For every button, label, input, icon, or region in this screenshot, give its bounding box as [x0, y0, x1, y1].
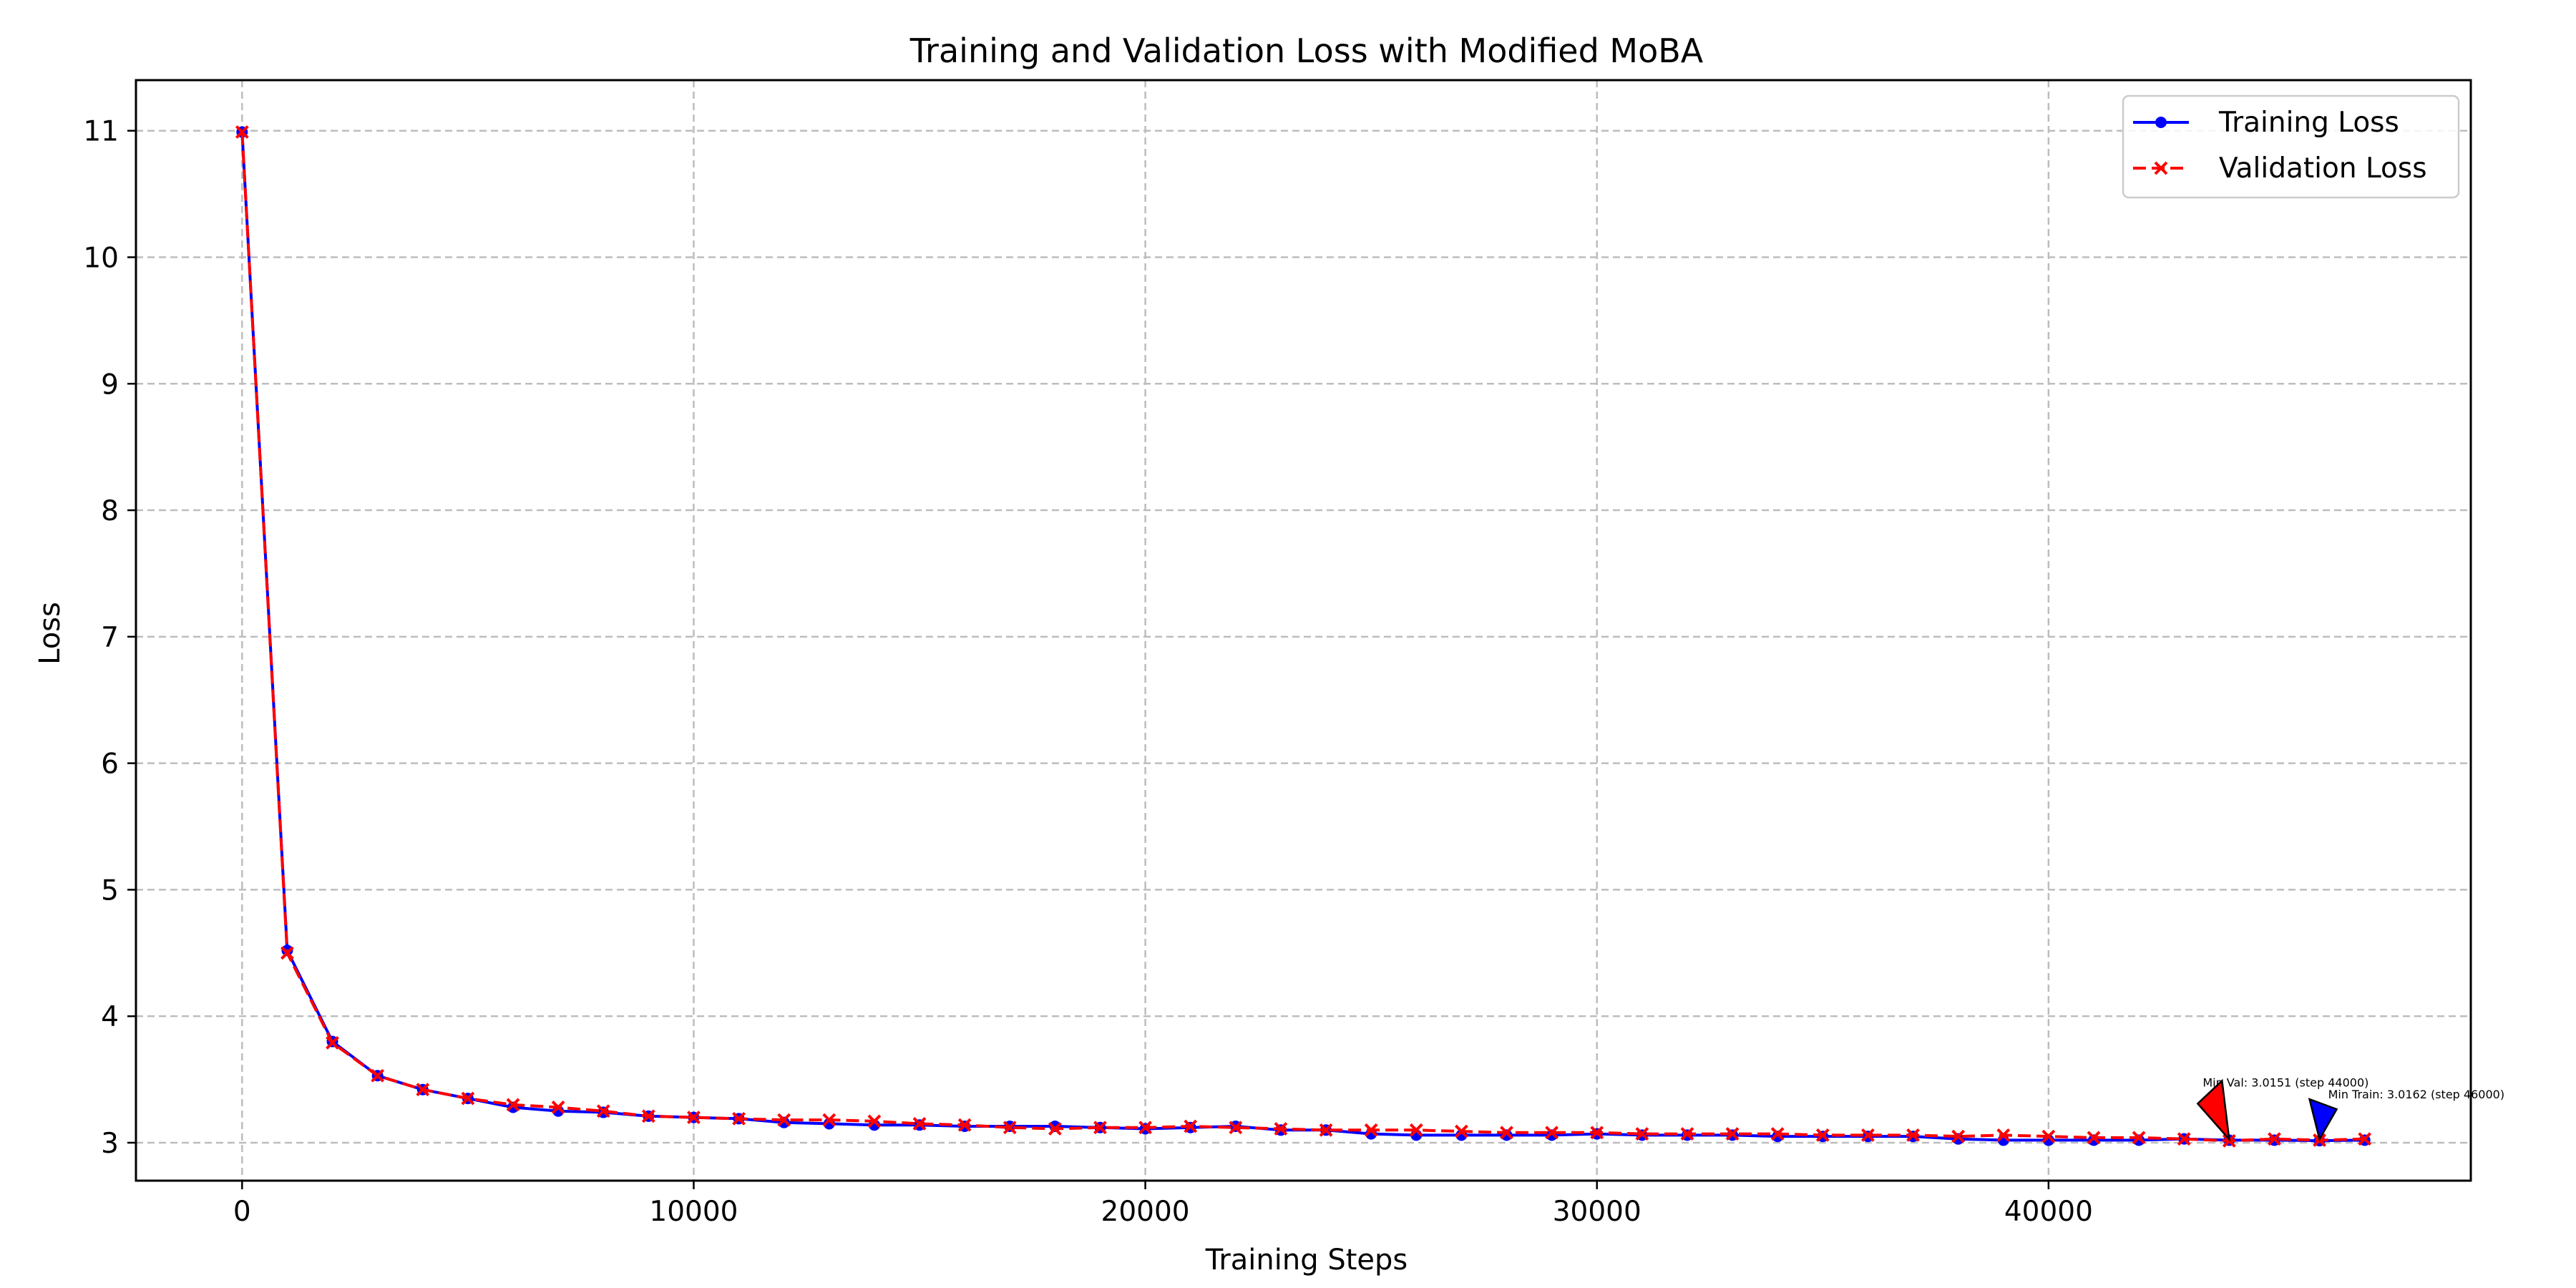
legend-validation-label: Validation Loss [2219, 152, 2427, 185]
min-val-annotation: Min Val: 3.0151 (step 44000) [2202, 1075, 2368, 1089]
annotation-layer: Min Val: 3.0151 (step 44000)Min Train: 3… [2196, 1075, 2505, 1143]
validation-loss-point [2222, 1133, 2236, 1148]
validation-loss-point [2358, 1132, 2372, 1146]
validation-loss-point [957, 1118, 972, 1132]
validation-loss-point [1545, 1126, 1559, 1140]
chart-title: Training and Validation Loss with Modifi… [909, 31, 1704, 70]
validation-loss-point [1680, 1127, 1694, 1141]
validation-loss-point [1274, 1122, 1288, 1136]
validation-loss-point [1996, 1128, 2011, 1142]
legend-validation-marker [2154, 161, 2168, 175]
validation-loss-point [1590, 1126, 1604, 1140]
y-axis-ticks: 3 4 5 6 7 8 9 10 11 [83, 116, 136, 1160]
validation-loss-point [596, 1104, 610, 1118]
y-tick-label: 7 [101, 622, 119, 654]
y-axis-label: Loss [34, 602, 67, 665]
validation-loss-point [1951, 1129, 1966, 1143]
validation-loss-point [1319, 1123, 1333, 1137]
validation-loss-point [1184, 1119, 1198, 1133]
legend-training-label: Training Loss [2218, 107, 2399, 139]
legend-box [2122, 94, 2460, 199]
validation-loss-point [1861, 1128, 1875, 1142]
validation-loss-point [461, 1091, 475, 1106]
validation-loss-point [1048, 1122, 1062, 1136]
validation-loss-point [1725, 1127, 1740, 1141]
x-tick-label: 40000 [2004, 1196, 2093, 1228]
validation-loss-point [1409, 1123, 1423, 1137]
x-tick-label: 0 [233, 1196, 251, 1228]
plot-frame [135, 79, 2472, 1182]
validation-loss-point [1454, 1124, 1468, 1138]
validation-loss-point [551, 1101, 565, 1114]
grid-lines [136, 80, 2471, 1181]
validation-loss-point [2087, 1131, 2101, 1145]
validation-loss-point [867, 1114, 882, 1128]
validation-loss-point [822, 1113, 836, 1127]
y-tick-label: 8 [101, 495, 119, 527]
validation-loss-point [1635, 1127, 1649, 1141]
validation-loss-point [777, 1113, 791, 1127]
validation-loss-point [235, 125, 249, 139]
validation-loss-point [506, 1098, 520, 1112]
y-tick-label: 10 [83, 242, 119, 274]
validation-loss-point [1002, 1121, 1017, 1135]
validation-loss-line [240, 132, 2365, 1143]
validation-loss-point [371, 1068, 385, 1083]
validation-loss-point [912, 1117, 927, 1131]
validation-loss-point [732, 1111, 746, 1126]
validation-loss-point [280, 946, 294, 960]
x-tick-label: 10000 [649, 1196, 738, 1228]
y-tick-label: 9 [101, 369, 119, 401]
x-axis-ticks: 0 10000 20000 30000 40000 [233, 1181, 2093, 1228]
validation-loss-point [1500, 1126, 1513, 1140]
validation-loss-point [1770, 1127, 1785, 1141]
validation-loss-point [687, 1111, 701, 1125]
legend: Training Loss Validation Loss [2122, 94, 2460, 199]
min-train-arrow [2308, 1098, 2338, 1142]
validation-loss-point [1138, 1121, 1153, 1135]
validation-loss-point [2041, 1129, 2056, 1143]
validation-loss-point [326, 1035, 339, 1050]
y-tick-label: 3 [101, 1128, 119, 1160]
x-axis-label: Training Steps [1205, 1244, 1407, 1277]
x-tick-label: 30000 [1553, 1196, 1641, 1228]
validation-loss-point [1364, 1123, 1378, 1137]
validation-loss-point [416, 1083, 430, 1097]
min-val-arrow [2196, 1078, 2231, 1143]
y-tick-label: 6 [101, 748, 119, 781]
min-train-annotation: Min Train: 3.0162 (step 46000) [2328, 1088, 2505, 1101]
y-tick-label: 5 [101, 874, 119, 907]
validation-loss-point [1906, 1128, 1920, 1142]
y-tick-label: 11 [83, 116, 119, 148]
validation-loss-point [2177, 1132, 2191, 1146]
validation-loss-point [2268, 1132, 2281, 1146]
validation-loss-point [1093, 1121, 1107, 1135]
x-tick-label: 20000 [1101, 1196, 1190, 1228]
validation-loss-point [1815, 1128, 1830, 1142]
validation-loss-point [2132, 1131, 2146, 1145]
legend-training-marker [2155, 117, 2167, 128]
validation-loss-point [1229, 1121, 1243, 1135]
series-layer [235, 125, 2372, 1148]
y-tick-label: 4 [101, 1001, 119, 1033]
validation-loss-point [641, 1109, 655, 1123]
